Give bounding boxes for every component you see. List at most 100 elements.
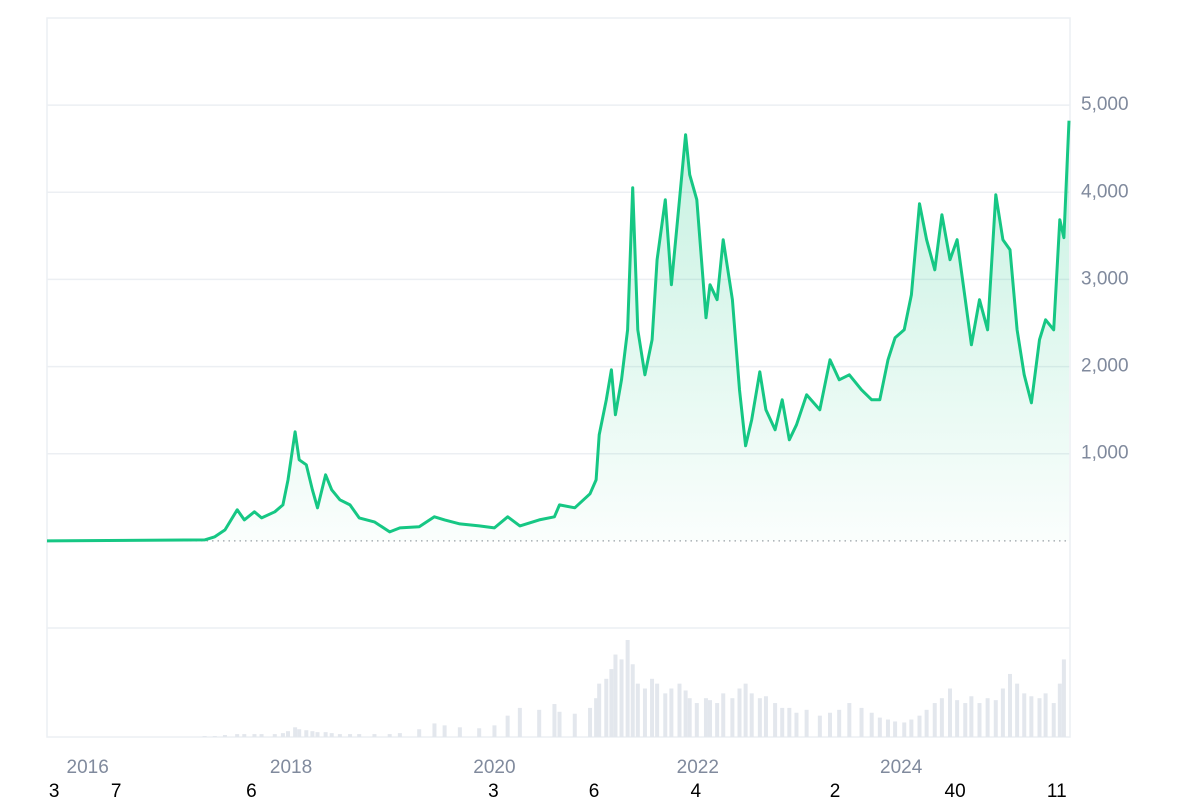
volume-bar <box>222 735 227 737</box>
volume-bar <box>552 704 557 737</box>
volume-bar <box>604 678 609 737</box>
volume-bar <box>963 703 968 737</box>
volume-bar <box>703 698 708 737</box>
volume-bar <box>828 712 833 737</box>
volume-bar <box>630 664 635 737</box>
volume-bar <box>315 732 320 737</box>
volume-bar <box>743 683 748 737</box>
event-label: 4 <box>690 781 701 800</box>
volume-bar <box>212 736 217 737</box>
y-tick-label: 3,000 <box>1081 268 1129 289</box>
y-tick-label: 5,000 <box>1081 94 1129 115</box>
volume-bar <box>492 725 497 737</box>
volume-bar <box>517 707 522 737</box>
volume-bar <box>252 734 257 737</box>
volume-bar <box>749 693 754 737</box>
volume-bar <box>432 723 437 737</box>
volume-bar <box>780 707 785 737</box>
x-tick-label: 2018 <box>270 757 312 778</box>
volume-bar <box>794 712 799 737</box>
volume-bar <box>939 698 944 737</box>
event-label: 3 <box>488 781 499 800</box>
volume-bar <box>609 669 614 737</box>
volume-bar <box>993 700 998 737</box>
volume-bar <box>1043 693 1048 737</box>
volume-bar <box>932 703 937 737</box>
volume-bar <box>1015 683 1020 737</box>
volume-bar <box>505 715 510 737</box>
volume-bar <box>259 734 264 737</box>
volume-bar <box>909 719 914 737</box>
y-tick-label: 4,000 <box>1081 181 1129 202</box>
volume-bar <box>804 709 809 737</box>
volume-bar <box>272 734 277 737</box>
volume-bar <box>635 683 640 737</box>
event-label: 40 <box>945 781 966 800</box>
volume-bar <box>572 713 577 737</box>
volume-bar <box>310 731 315 737</box>
volume-bar <box>977 703 982 737</box>
volume-bar <box>817 715 822 737</box>
volume-bar <box>457 727 462 737</box>
volume-bar <box>477 728 482 737</box>
event-label: 11 <box>1047 781 1067 800</box>
volume-bar <box>597 683 602 737</box>
volume-bar <box>737 688 742 737</box>
volume-bar <box>677 683 682 737</box>
event-label: 6 <box>246 781 257 800</box>
volume-bar <box>280 733 285 737</box>
volume-bar <box>348 734 353 737</box>
volume-bar <box>1022 693 1027 737</box>
volume-bar <box>337 734 342 737</box>
volume-bar <box>955 700 960 737</box>
volume-bar <box>715 703 720 737</box>
volume-bar <box>286 731 291 737</box>
volume-bar <box>293 727 298 737</box>
volume-bar <box>694 703 699 737</box>
volume-bar <box>202 736 207 737</box>
volume-bar <box>763 696 768 737</box>
volume-bar <box>721 693 726 737</box>
volume-bar <box>787 707 792 737</box>
volume-bar <box>969 696 974 737</box>
event-label: 2 <box>830 781 841 800</box>
volume-bar <box>985 698 990 737</box>
volume-bar <box>557 711 562 737</box>
volume-bar <box>235 734 240 737</box>
event-label: 6 <box>589 781 600 800</box>
volume-bar <box>304 730 309 737</box>
volume-bar <box>387 734 392 737</box>
volume-bar <box>924 709 929 737</box>
x-tick-label: 2022 <box>677 757 719 778</box>
volume-bar <box>588 707 593 737</box>
x-tick-label: 2020 <box>473 757 515 778</box>
volume-bar <box>619 659 624 737</box>
volume-bar <box>417 729 422 737</box>
price-area <box>47 120 1069 541</box>
x-tick-label: 2016 <box>67 757 109 778</box>
volume-bar <box>1051 703 1056 737</box>
volume-bar <box>1057 683 1062 737</box>
volume-bar <box>869 712 874 737</box>
y-tick-label: 1,000 <box>1081 443 1129 464</box>
volume-bar <box>1037 698 1042 737</box>
volume-bar <box>663 693 668 737</box>
volume-bar <box>902 722 907 737</box>
volume-bar <box>847 703 852 737</box>
volume-bar <box>1000 688 1005 737</box>
y-tick-label: 2,000 <box>1081 356 1129 377</box>
volume-bar <box>687 698 692 737</box>
volume-bar <box>625 640 630 737</box>
volume-bar <box>594 698 599 737</box>
volume-bar <box>730 698 735 737</box>
volume-bar <box>357 734 362 737</box>
volume-bar <box>372 734 377 737</box>
volume-bar <box>1061 659 1066 737</box>
volume-bar <box>297 729 302 737</box>
volume-bar <box>837 709 842 737</box>
volume-bar <box>642 688 647 737</box>
volume-bar <box>948 688 953 737</box>
volume-bar <box>1008 673 1013 737</box>
volume-bar <box>683 690 688 737</box>
